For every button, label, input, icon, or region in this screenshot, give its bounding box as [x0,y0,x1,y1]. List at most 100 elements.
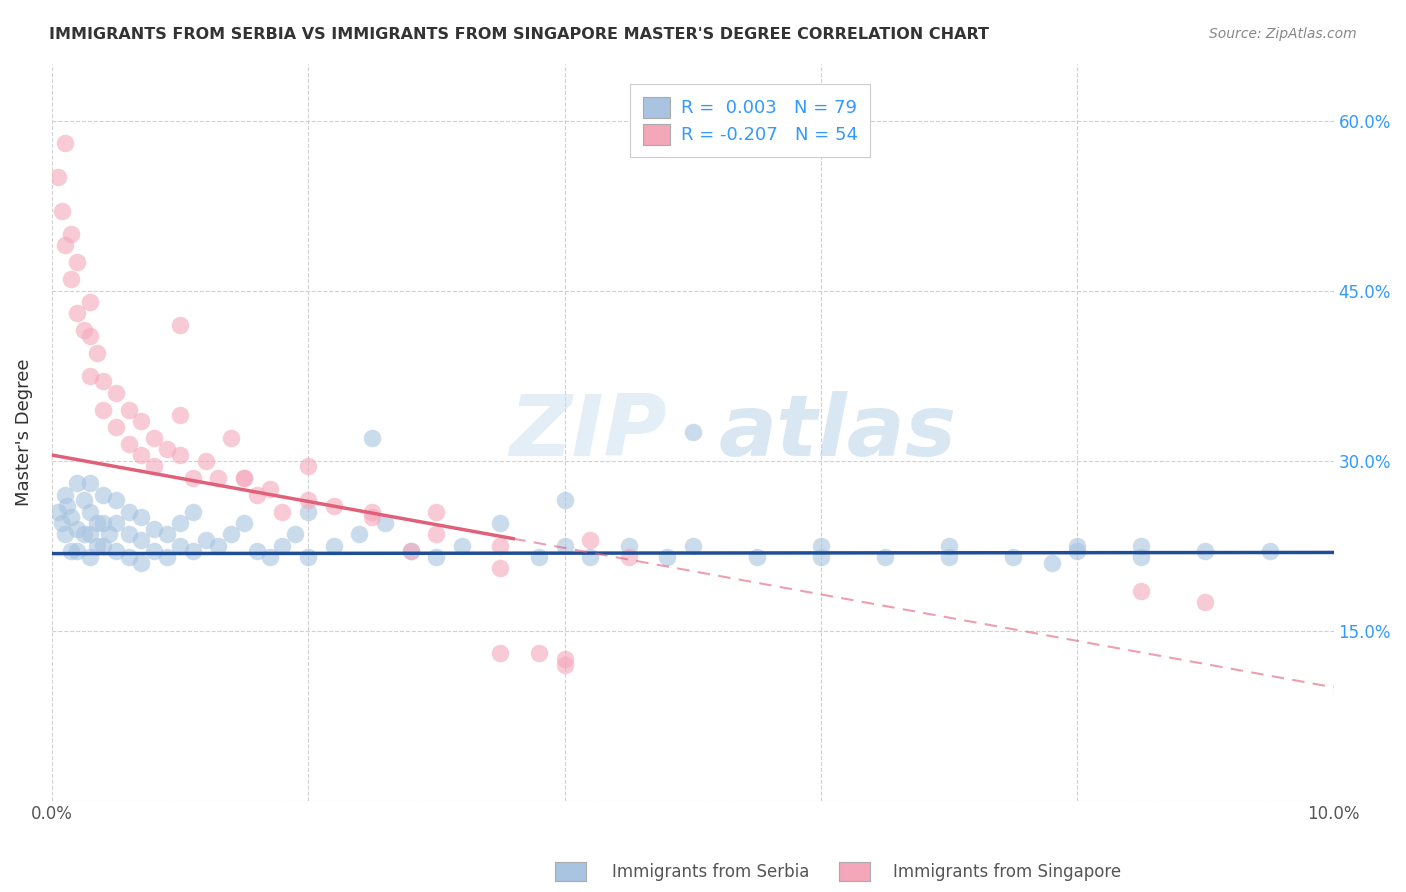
Point [118,402,141,417]
Point [297,493,319,508]
Point [53,238,76,252]
Point [233,471,256,485]
Point [207,539,229,553]
Point [91,402,114,417]
Legend: R =  0.003   N = 79, R = -0.207   N = 54: R = 0.003 N = 79, R = -0.207 N = 54 [630,84,870,158]
Point [156,549,179,564]
Text: atlas: atlas [718,391,956,474]
Point [938,549,960,564]
Point [1130,584,1153,599]
Point [131,448,153,462]
Point [118,549,141,564]
Point [425,505,447,519]
Point [79,295,101,310]
Point [553,657,575,672]
Point [79,476,101,491]
Point [1130,549,1153,564]
Point [361,431,384,445]
Point [271,539,294,553]
Point [489,561,512,575]
Point [617,549,640,564]
Point [1066,544,1088,558]
Point [297,459,319,474]
Point [91,539,114,553]
Point [118,436,141,450]
Point [169,409,191,423]
Point [553,539,575,553]
Point [118,505,141,519]
Point [579,533,602,547]
Point [527,549,550,564]
Point [682,539,704,553]
Point [86,346,108,360]
Point [46,505,69,519]
Point [104,516,127,530]
Point [399,544,422,558]
Text: Immigrants from Singapore: Immigrants from Singapore [893,863,1121,881]
Point [46,170,69,185]
Point [246,544,269,558]
Text: IMMIGRANTS FROM SERBIA VS IMMIGRANTS FROM SINGAPORE MASTER'S DEGREE CORRELATION : IMMIGRANTS FROM SERBIA VS IMMIGRANTS FRO… [49,27,990,42]
Point [745,549,768,564]
Point [527,646,550,660]
Point [66,544,89,558]
Point [169,448,191,462]
Point [617,539,640,553]
Point [553,493,575,508]
Point [169,318,191,332]
Text: Source: ZipAtlas.com: Source: ZipAtlas.com [1209,27,1357,41]
Point [1040,556,1063,570]
Point [425,549,447,564]
Point [1258,544,1281,558]
Point [655,549,678,564]
Point [131,533,153,547]
Point [181,471,204,485]
Point [104,419,127,434]
Point [156,442,179,457]
Point [86,516,108,530]
Point [73,493,96,508]
Point [79,368,101,383]
Point [59,510,82,524]
Point [73,323,96,337]
Point [219,527,242,541]
Point [271,505,294,519]
Point [399,544,422,558]
Point [104,385,127,400]
Point [194,533,217,547]
Point [66,476,89,491]
Point [259,549,281,564]
Point [143,522,166,536]
Point [553,652,575,666]
Point [361,505,384,519]
Y-axis label: Master's Degree: Master's Degree [15,359,32,506]
Point [53,136,76,151]
Point [284,527,307,541]
Point [79,549,101,564]
Point [297,505,319,519]
Point [53,527,76,541]
Point [1194,595,1216,609]
Point [131,414,153,428]
Point [181,505,204,519]
Point [59,544,82,558]
Point [810,549,832,564]
Point [66,306,89,320]
Point [169,539,191,553]
Point [207,471,229,485]
Point [131,510,153,524]
Point [246,488,269,502]
Point [938,539,960,553]
Point [118,527,141,541]
Point [579,549,602,564]
Point [181,544,204,558]
Text: ZIP: ZIP [509,391,666,474]
Point [682,425,704,440]
Point [59,272,82,286]
Point [91,516,114,530]
Point [1002,549,1025,564]
Point [66,522,89,536]
Point [489,539,512,553]
Point [91,375,114,389]
Point [873,549,896,564]
